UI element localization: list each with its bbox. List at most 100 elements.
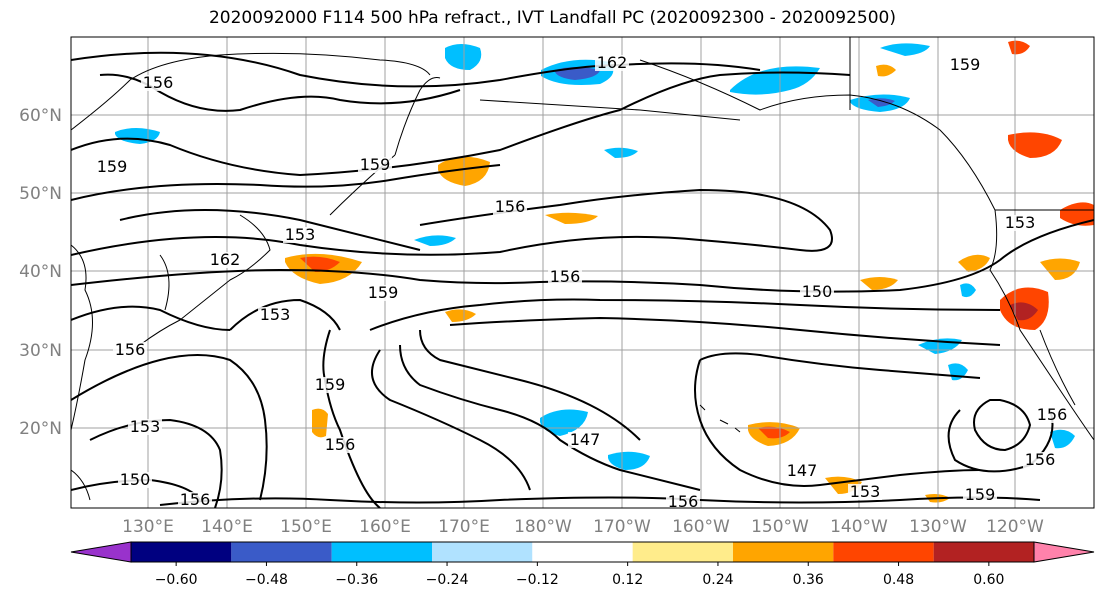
contour-label-bg [323, 437, 357, 453]
contour-line [71, 219, 1094, 293]
height-contours [71, 51, 1094, 508]
contour-label: 156 [1037, 405, 1068, 424]
coast-japan [139, 214, 271, 346]
contour-label: 159 [360, 155, 391, 174]
contour-line [119, 209, 421, 251]
contour-label: 156 [115, 340, 146, 359]
contour-label: 156 [143, 73, 174, 92]
lon-tick-label: 150°E [280, 517, 332, 537]
contour-label-bg [666, 494, 700, 510]
shade-blob-positive [758, 426, 790, 439]
shade-blob-positive [1060, 202, 1094, 226]
contour-label-bg [283, 227, 317, 243]
contour-label-bg [128, 419, 162, 435]
longitude-axis: 130°E 140°E 150°E 160°E 170°E 180°W 170°W 160°W… [122, 517, 1044, 537]
contour-label: 159 [965, 485, 996, 504]
lon-tick-label: 160°W [672, 517, 730, 537]
contour-label-bg [118, 472, 152, 488]
contour-label: 159 [950, 55, 981, 74]
contour-line [322, 329, 381, 508]
shade-blob-positive [300, 256, 340, 272]
shade-blob-positive [545, 212, 598, 224]
contour-label: 150 [802, 282, 833, 301]
shade-blob-positive [312, 408, 328, 438]
latitude-axis: 60°N 50°N 40°N 30°N 20°N [19, 106, 62, 439]
lon-tick-label: 170°W [593, 517, 651, 537]
contour-label: 159 [315, 375, 346, 394]
shade-blob-negative [868, 98, 895, 107]
contour-label: 159 [368, 283, 399, 302]
lat-tick-label: 40°N [19, 262, 62, 282]
coast-kamchatka [394, 77, 441, 156]
contour-label-bg [568, 432, 602, 448]
contour-label-bg [366, 285, 400, 301]
contour-label-bg [95, 159, 129, 175]
coast-hawaii [699, 404, 741, 433]
contour-label-bg [1003, 215, 1037, 231]
lon-tick-label: 150°W [751, 517, 809, 537]
map-border [70, 36, 1095, 509]
shade-blob-negative [555, 67, 600, 80]
shade-blob-negative [540, 409, 588, 436]
lon-tick-label: 180°W [514, 517, 572, 537]
shade-blob-negative [730, 66, 820, 95]
shade-blob-positive [1010, 302, 1038, 321]
contour-label: 150 [120, 470, 151, 489]
lon-tick-label: 170°E [438, 517, 490, 537]
contour-label-layer: 156 162 159 159 159 156 153 162 159 156 150 153 153 1… [95, 53, 1069, 511]
contour-label: 153 [1005, 213, 1036, 232]
contour-line [371, 349, 531, 491]
contour-label-bg [358, 157, 392, 173]
contour-label: 147 [570, 430, 601, 449]
shade-blob-negative [608, 451, 650, 470]
contour-line [89, 418, 223, 508]
contour-label-bg [141, 75, 175, 91]
contour-label-bg [848, 484, 882, 500]
shade-blob-positive [1008, 132, 1062, 158]
lat-tick-label: 50°N [19, 184, 62, 204]
shade-blob-negative [960, 283, 976, 298]
contour-label: 162 [597, 53, 628, 72]
contour-line [947, 409, 1054, 473]
contour-line [71, 164, 501, 201]
shade-blob-positive [1008, 40, 1030, 55]
contour-line [71, 188, 833, 256]
contour-line [229, 298, 341, 331]
shade-blob-negative [604, 147, 638, 158]
lat-tick-label: 30°N [19, 341, 62, 361]
coast-alaska [639, 59, 996, 211]
shade-blob-negative [445, 44, 482, 70]
contour-label: 159 [97, 157, 128, 176]
contour-label-bg [948, 57, 982, 73]
shade-blob-negative [1050, 429, 1075, 449]
contour-line [694, 359, 981, 487]
lon-tick-label: 160°E [359, 517, 411, 537]
contour-label: 153 [285, 225, 316, 244]
contour-label-bg [548, 269, 582, 285]
contour-label: 156 [180, 490, 211, 509]
contour-label: 153 [850, 482, 881, 501]
shade-blob-negative [414, 235, 456, 246]
shade-blob-positive [958, 254, 990, 272]
contour-line [369, 298, 1001, 331]
contour-label-bg [113, 342, 147, 358]
contour-line [71, 71, 851, 177]
contour-label-bg [208, 252, 242, 268]
contour-line [71, 305, 231, 331]
contour-label-bg [178, 492, 212, 508]
contour-label: 156 [1025, 450, 1056, 469]
coast-asia [71, 52, 431, 131]
coast-taiwan [71, 469, 91, 501]
coast-china [71, 244, 93, 431]
contour-label-bg [800, 284, 834, 300]
shade-blob-positive [860, 277, 898, 290]
lon-tick-label: 140°E [201, 517, 253, 537]
contour-line [699, 352, 981, 379]
coast-baja [1039, 329, 1076, 406]
shade-blob-positive [445, 309, 476, 322]
shading-layer [115, 40, 1094, 503]
border-can-us [849, 37, 1094, 211]
contour-label: 162 [210, 250, 241, 269]
contour-line [973, 399, 1032, 452]
